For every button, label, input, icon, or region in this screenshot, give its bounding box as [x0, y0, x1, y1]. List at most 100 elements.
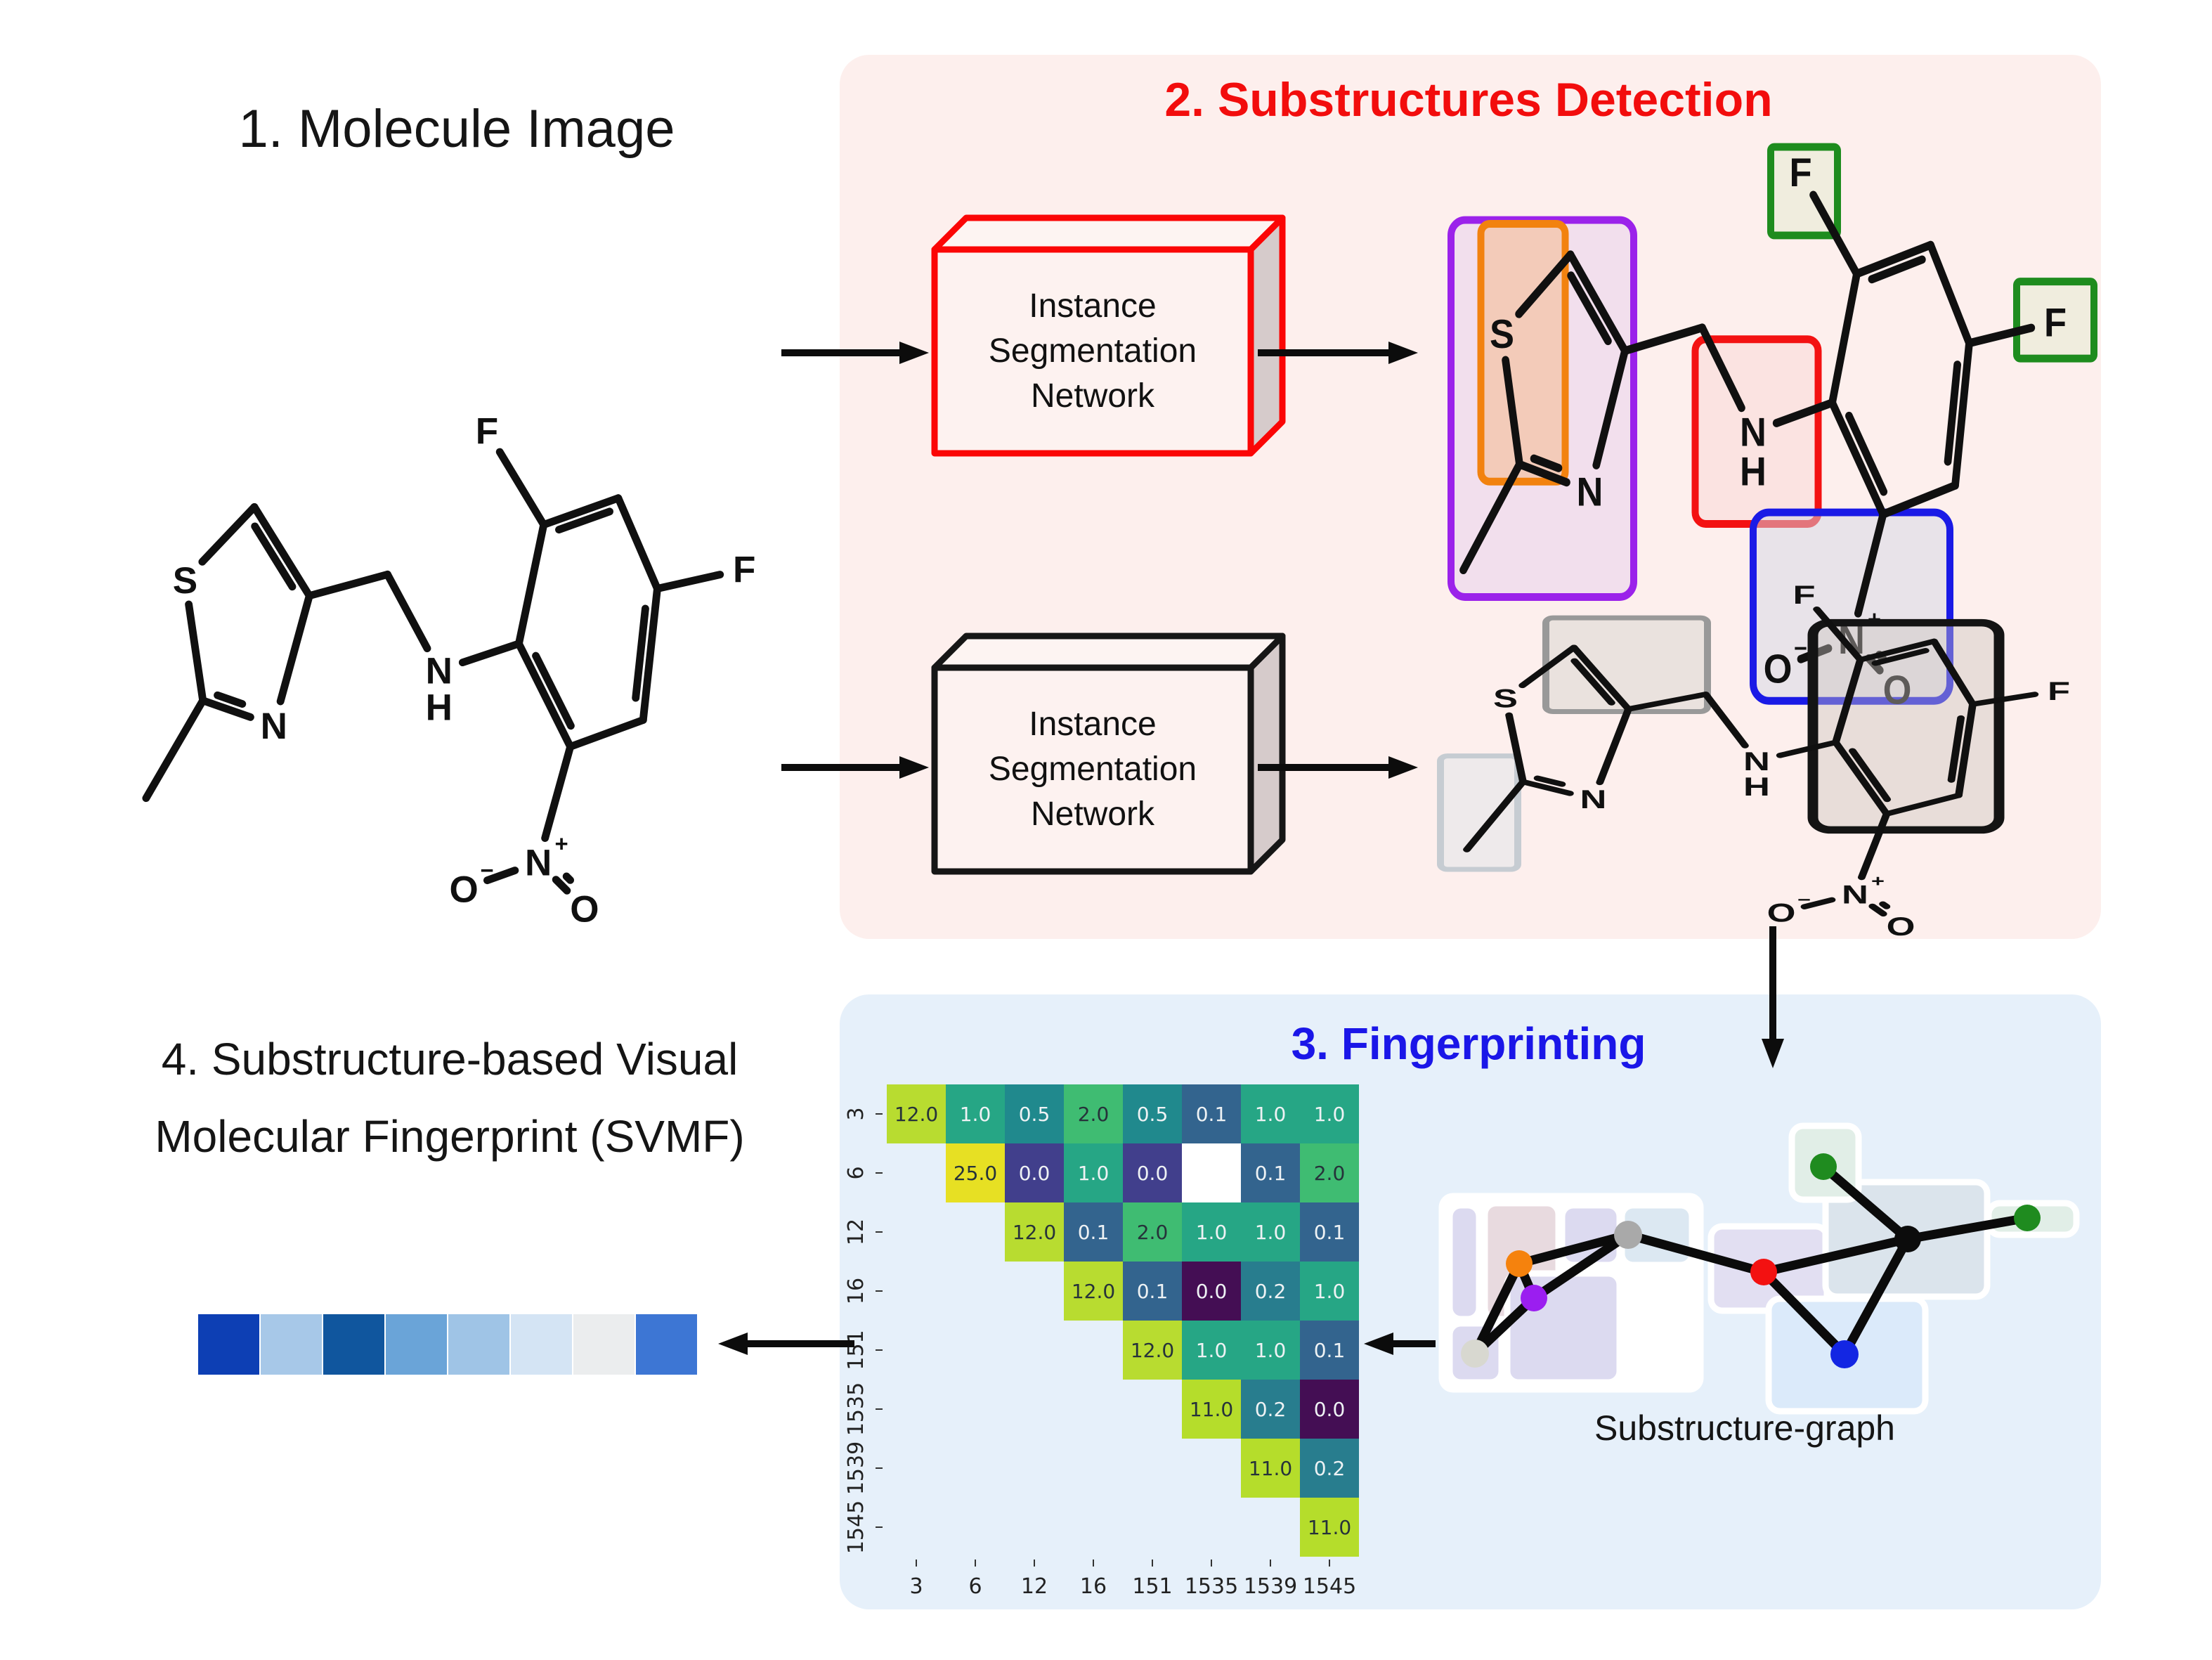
- atom-label-O: O: [1887, 912, 1915, 941]
- molecule-bond: [541, 742, 575, 842]
- heatmap-cell: [1182, 1380, 1241, 1439]
- atom-label-S: S: [1493, 684, 1518, 713]
- graph-node-blue: [1830, 1340, 1859, 1368]
- fingerprint-bar: [198, 1314, 698, 1375]
- heatmap-cell: [1300, 1084, 1359, 1143]
- molecule-bond: [1809, 190, 1861, 278]
- atom-label-S: S: [173, 560, 197, 602]
- molecule-bond: [566, 716, 647, 751]
- molecule-bond: [1882, 792, 1963, 817]
- heatmap-y-tick-label: 6: [844, 1166, 868, 1179]
- heatmap-cell-value: 12.0: [894, 1103, 938, 1126]
- heatmap-x-tick-label: 1535: [1185, 1574, 1238, 1599]
- molecule-bond: [540, 494, 623, 529]
- heatmap-cell-value: 0.1: [1078, 1221, 1110, 1244]
- atom-charge: −: [1794, 635, 1807, 663]
- isn2-line2: Segmentation: [988, 751, 1197, 788]
- atom-label-H: H: [426, 687, 453, 729]
- molecule-bond-double: [1849, 748, 1892, 803]
- heatmap-cell: [1123, 1321, 1182, 1380]
- molecule-bond: [1965, 323, 2036, 348]
- heatmap-cell: [1182, 1262, 1241, 1321]
- heatmap-cell: [1241, 1262, 1300, 1321]
- fingerprint-cell: [198, 1314, 259, 1375]
- atom-label-N: N: [1740, 409, 1767, 455]
- atom-label-H: H: [1743, 772, 1770, 800]
- molecule-bond: [1955, 701, 1977, 798]
- heatmap-x-tick-label: 12: [1021, 1574, 1048, 1599]
- molecule-bond: [185, 600, 207, 705]
- isn-box-top: [931, 633, 1286, 671]
- molecule-bond-double: [1567, 271, 1612, 346]
- isn2-line3: Network: [1030, 796, 1155, 833]
- heatmap-cell: [1241, 1439, 1300, 1498]
- heatmap-cell-value: 1.0: [960, 1103, 991, 1126]
- heatmap-cell-value: 11.0: [1190, 1398, 1233, 1421]
- heatmap-x-tick-label: 6: [968, 1574, 982, 1599]
- molecule-bond-double: [1944, 361, 1962, 466]
- graph-edge: [1759, 1267, 1849, 1359]
- molecule-bond: [1951, 339, 1973, 490]
- isn2-label: Instance Segmentation Network: [935, 668, 1251, 871]
- heatmap-x-tick-label: 3: [909, 1574, 923, 1599]
- molecule-bond: [384, 570, 431, 653]
- heatmap-cell-value: 0.1: [1137, 1280, 1169, 1303]
- atom-label-F: F: [2048, 676, 2070, 705]
- molecule-bond: [1596, 706, 1632, 786]
- isn1-line3: Network: [1030, 377, 1155, 415]
- heatmap-cell: [946, 1084, 1005, 1143]
- graph-node-orange: [1506, 1250, 1533, 1277]
- isn1-label: Instance Segmentation Network: [935, 249, 1251, 453]
- molecule-bond-double: [1879, 901, 1891, 909]
- atom-label-S: S: [1490, 311, 1514, 357]
- heatmap-cell: [1123, 1143, 1182, 1202]
- molecule-bond-double: [214, 691, 247, 708]
- heatmap-cell-value: 0.1: [1314, 1221, 1346, 1244]
- heatmap-cell-value: 1.0: [1314, 1103, 1346, 1126]
- molecule-bond: [1505, 712, 1527, 785]
- molecule-bond: [250, 502, 313, 600]
- molecule-bond: [276, 592, 313, 706]
- heatmap-cell: [1123, 1202, 1182, 1262]
- fingerprint-cell: [636, 1314, 697, 1375]
- instance-segmentation-box-black: [931, 633, 1286, 875]
- heatmap-cell-value: 1.0: [1255, 1103, 1287, 1126]
- molecule-bond: [1459, 460, 1523, 575]
- heatmap-cell: [1123, 1084, 1182, 1143]
- graph-node-green1: [1810, 1153, 1837, 1180]
- graph-edge: [1514, 1230, 1633, 1269]
- atom-label-F: F: [2044, 299, 2067, 345]
- molecule-bond: [1570, 644, 1632, 712]
- fingerprint-cell: [448, 1314, 509, 1375]
- molecule-bond: [1879, 481, 1959, 519]
- isn-box-side: [1247, 633, 1286, 875]
- atom-charge: −: [480, 857, 493, 883]
- step4-title: 4. Substructure-based Visual Molecular F…: [70, 1020, 829, 1175]
- molecule-bond: [1621, 323, 1706, 356]
- molecule-bond: [1592, 346, 1629, 469]
- atom-label-F: F: [1793, 581, 1815, 609]
- heatmap-x-tick-label: 1545: [1303, 1574, 1356, 1599]
- molecule-bond: [458, 640, 523, 667]
- molecule-bond: [198, 502, 259, 566]
- atom-label-O: O: [449, 869, 478, 910]
- heatmap-cell-value: 2.0: [1314, 1162, 1346, 1185]
- graph-edge: [1819, 1162, 1913, 1244]
- molecule-bond-double: [251, 522, 297, 591]
- molecule-bond: [305, 570, 391, 600]
- molecule-bond: [639, 585, 661, 724]
- molecule-bond: [514, 640, 575, 751]
- molecule-bond-double: [1530, 454, 1563, 472]
- graph-node-red: [1750, 1259, 1777, 1285]
- atom-label-N: N: [261, 706, 287, 747]
- fingerprint-cell: [511, 1314, 572, 1375]
- heatmap-cell-value: 0.2: [1255, 1398, 1287, 1421]
- heatmap-cell: [1064, 1143, 1123, 1202]
- molecule-bond: [614, 494, 661, 593]
- atom-label-O: O: [570, 888, 599, 930]
- molecule-bond-double: [1868, 255, 1926, 284]
- heatmap-y-tick-label: 1539: [844, 1441, 868, 1495]
- molecule-bond: [1828, 398, 1887, 519]
